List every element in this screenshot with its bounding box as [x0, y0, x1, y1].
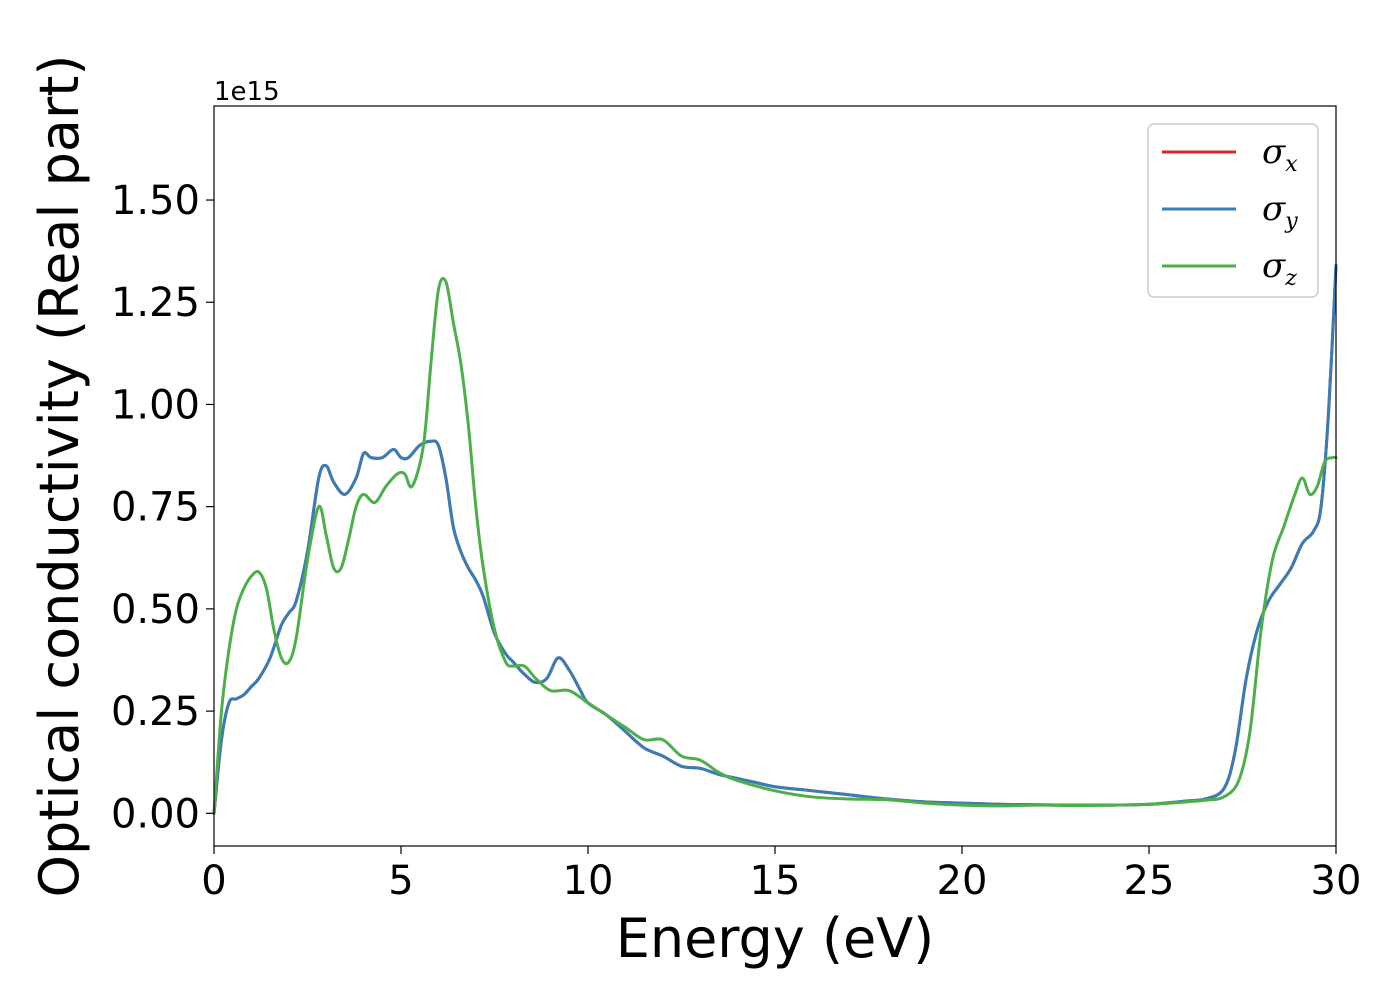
- legend-symbol: σ: [1262, 246, 1286, 286]
- legend-symbol: σ: [1262, 132, 1286, 172]
- legend-subscript: z: [1284, 266, 1297, 291]
- legend-subscript: y: [1284, 209, 1298, 234]
- x-tick-label: 30: [1311, 858, 1362, 904]
- y-tick-label: 0.00: [111, 791, 200, 837]
- series-layer: [212, 263, 1338, 815]
- series-line-y: [212, 263, 1338, 815]
- x-tick-label: 15: [750, 858, 801, 904]
- legend-label-z: σz: [1262, 246, 1297, 291]
- x-tick-label: 0: [201, 858, 226, 904]
- y-axis-title: Optical conductivity (Real part): [28, 55, 91, 898]
- series-line-x: [212, 263, 1338, 815]
- y-tick-label: 0.75: [111, 485, 200, 531]
- legend-symbol: σ: [1262, 189, 1286, 229]
- legend-label-y: σy: [1262, 189, 1298, 234]
- x-axis-title: Energy (eV): [616, 907, 935, 970]
- y-tick-label: 1.25: [111, 280, 200, 326]
- x-tick-label: 20: [937, 858, 988, 904]
- y-tick-label: 0.50: [111, 587, 200, 633]
- y-tick-label: 1.00: [111, 382, 200, 428]
- y-tick-label: 0.25: [111, 689, 200, 735]
- x-tick-label: 10: [563, 858, 614, 904]
- legend-subscript: x: [1285, 152, 1298, 177]
- series-line-z: [212, 276, 1338, 815]
- x-tick-label: 5: [388, 858, 413, 904]
- y-offset-label: 1e15: [214, 77, 280, 107]
- y-tick-label: 1.50: [111, 178, 200, 224]
- y-axis: 0.00 0.25 0.50 0.75 1.00 1.25 1.50: [111, 178, 214, 837]
- x-axis: 0 5 10 15 20 25 30: [201, 846, 1361, 904]
- x-tick-label: 25: [1124, 858, 1175, 904]
- legend-label-x: σx: [1262, 132, 1298, 177]
